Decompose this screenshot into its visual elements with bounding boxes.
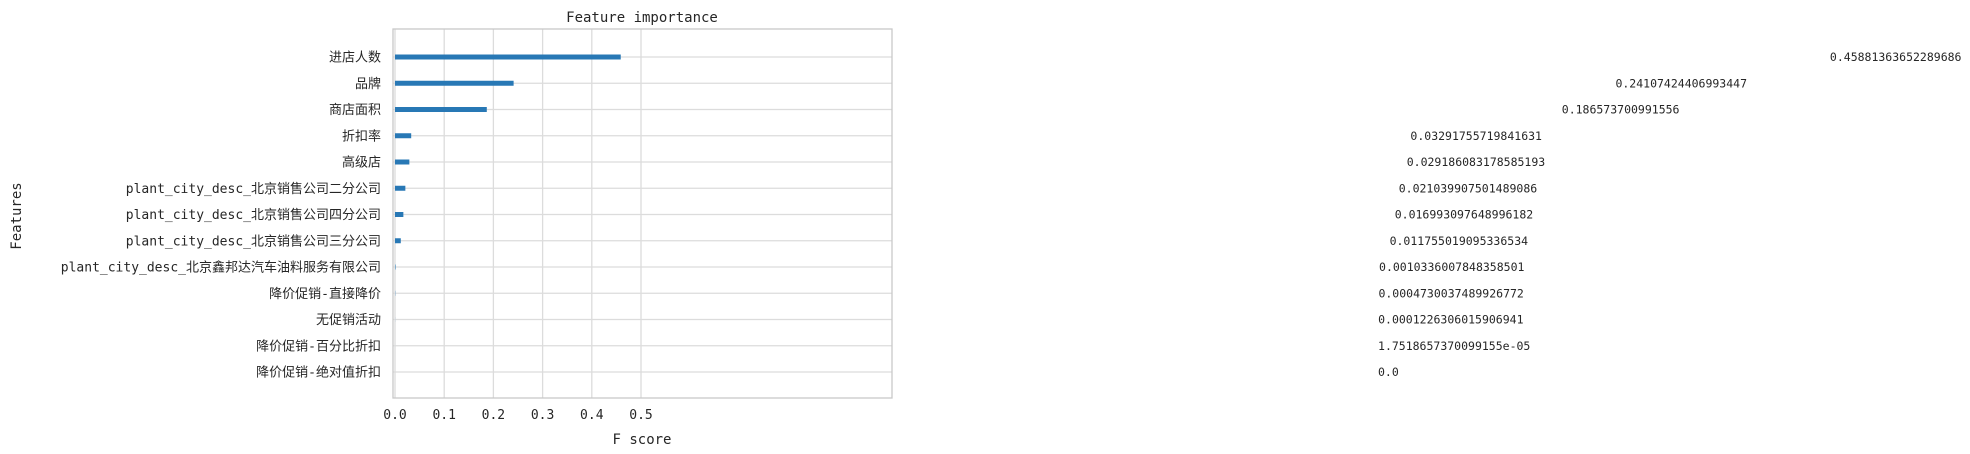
value-label: 0.0004730037489926772 xyxy=(1378,286,1523,300)
x-tick-label: 0.1 xyxy=(432,408,455,423)
plot-area: 0.0 0.1 0.2 0.3 0.4 0.5 进店人数 0.4588136365228968… xyxy=(61,28,1962,423)
x-tick-label: 0.0 xyxy=(383,408,406,423)
value-label: 0.0 xyxy=(1378,365,1399,379)
value-label: 0.029186083178585193 xyxy=(1407,155,1546,169)
value-label: 0.45881363652289686 xyxy=(1830,50,1962,64)
category-label: 品牌 xyxy=(355,76,381,92)
bar xyxy=(395,107,487,112)
chart-title: Feature importance xyxy=(566,10,718,26)
category-label: plant_city_desc_北京销售公司三分公司 xyxy=(126,233,381,249)
value-label: 0.24107424406993447 xyxy=(1615,76,1747,90)
y-axis-title: Features xyxy=(9,182,25,249)
value-label: 0.021039907501489086 xyxy=(1399,181,1538,195)
bar xyxy=(395,54,621,60)
value-label: 0.0001226306015906941 xyxy=(1378,313,1523,327)
category-label: 降价促销-绝对值折扣 xyxy=(256,365,381,381)
x-tick-label: 0.4 xyxy=(580,408,604,423)
bar xyxy=(395,185,406,191)
value-label: 0.0010336007848358501 xyxy=(1379,260,1524,274)
plot-background xyxy=(393,29,892,398)
bar xyxy=(395,212,404,217)
category-label: 无促销活动 xyxy=(316,313,381,328)
category-label: 高级店 xyxy=(342,155,381,171)
value-label: 0.011755019095336534 xyxy=(1390,234,1529,248)
category-label: plant_city_desc_北京鑫邦达汽车油料服务有限公司 xyxy=(61,260,381,276)
bar xyxy=(395,80,514,86)
category-label: 商店面积 xyxy=(329,103,381,118)
x-tick-label: 0.2 xyxy=(482,408,505,423)
value-label: 0.016993097648996182 xyxy=(1395,208,1533,222)
bar xyxy=(395,264,396,270)
category-label: 降价促销-直接降价 xyxy=(269,286,381,302)
category-label: 进店人数 xyxy=(329,51,381,66)
plot-frame xyxy=(392,28,893,399)
bar xyxy=(395,159,410,165)
value-label: 1.7518657370099155e-05 xyxy=(1378,339,1530,353)
category-label: plant_city_desc_北京销售公司二分公司 xyxy=(126,181,381,197)
x-axis-title: F score xyxy=(612,432,671,448)
value-label: 0.03291755719841631 xyxy=(1410,129,1542,143)
category-label: 折扣率 xyxy=(342,128,381,144)
category-label: 降价促销-百分比折扣 xyxy=(256,339,381,354)
x-tick-label: 0.3 xyxy=(531,408,554,423)
category-label: plant_city_desc_北京销售公司四分公司 xyxy=(126,207,381,223)
value-label: 0.186573700991556 xyxy=(1562,103,1680,117)
x-tick-label: 0.5 xyxy=(629,408,652,423)
bar xyxy=(395,133,412,139)
bar xyxy=(395,238,401,244)
